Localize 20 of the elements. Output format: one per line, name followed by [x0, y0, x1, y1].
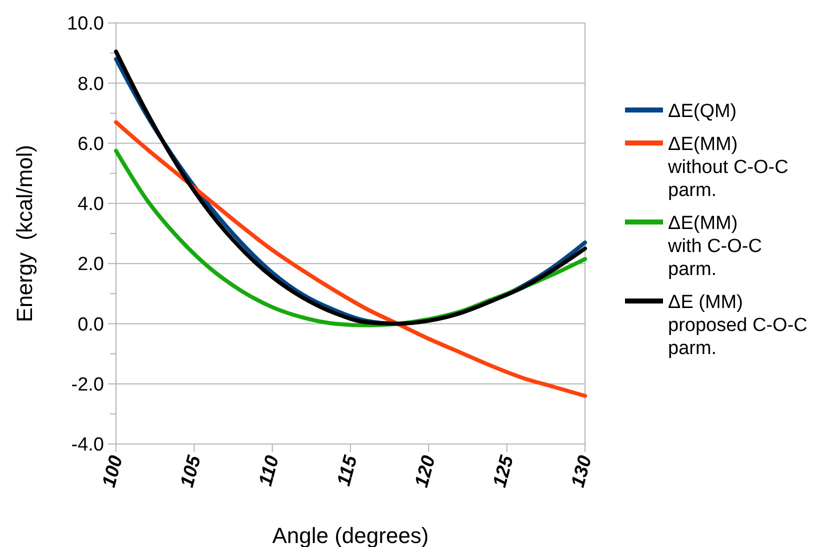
- y-tick-label: -2.0: [71, 374, 104, 396]
- y-tick-label: 4.0: [78, 194, 104, 216]
- y-tick-label: -4.0: [71, 434, 104, 456]
- x-tick-label: 130: [568, 453, 596, 490]
- x-tick-label: 110: [255, 453, 284, 488]
- y-tick-label: 2.0: [78, 254, 104, 276]
- legend-label: ΔE(MM) with C-O-C parm.: [667, 213, 762, 280]
- x-tick-label: 115: [334, 453, 362, 488]
- y-tick-label: 10.0: [67, 14, 104, 35]
- y-tick-label: 8.0: [78, 74, 104, 95]
- legend-label: ΔE (MM) proposed C-O-C parm.: [668, 292, 808, 359]
- x-tick-label: 100: [98, 453, 128, 490]
- y-tick-label: 6.0: [78, 134, 104, 155]
- legend-label: ΔE(QM): [668, 101, 737, 122]
- x-tick-label: 120: [411, 453, 440, 490]
- y-axis-title: Energy (kcal/mol): [12, 144, 37, 322]
- x-tick-label: 125: [490, 453, 518, 490]
- legend-label: ΔE(MM) without C-O-C parm.: [667, 134, 788, 201]
- y-tick-label: 0.0: [78, 314, 104, 336]
- x-tick-label: 105: [176, 453, 206, 490]
